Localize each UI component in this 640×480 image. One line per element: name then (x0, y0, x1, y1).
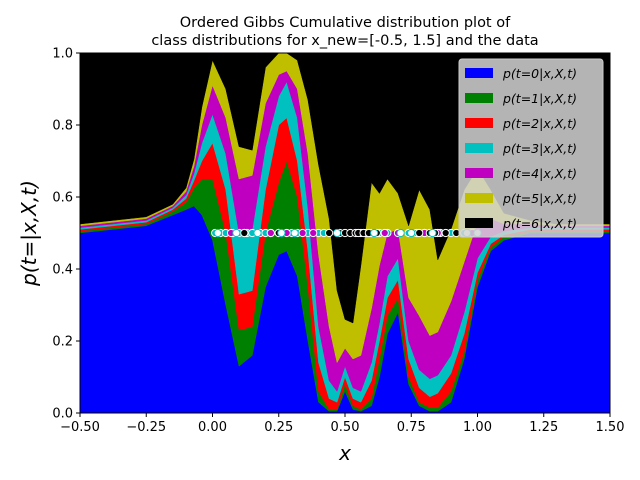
data-point (441, 228, 450, 238)
data-point (380, 228, 389, 238)
legend-swatch-1 (465, 93, 493, 103)
x-tick-label: 1.50 (596, 420, 625, 435)
y-tick-label: 1.0 (52, 47, 73, 62)
data-point (370, 228, 379, 238)
x-tick-label: 0.00 (198, 420, 227, 435)
data-point (290, 228, 299, 238)
data-point (325, 228, 334, 238)
data-points (211, 228, 482, 238)
legend-swatch-3 (465, 143, 493, 153)
legend-box (458, 58, 604, 238)
data-point (298, 228, 307, 238)
data-point (253, 228, 262, 238)
x-tick-label: 1.00 (463, 420, 492, 435)
data-point (415, 228, 424, 238)
x-axis: −0.50 −0.25 0.00 0.25 0.50 0.75 1.00 1.25 1.50 (60, 413, 624, 435)
y-tick-label: 0.8 (52, 119, 73, 134)
y-axis-label: p(t=|x,X,t) (17, 180, 41, 287)
x-tick-label: −0.50 (60, 420, 100, 435)
legend: p(t=0|x,X,t) p(t=1|x,X,t) p(t=2|x,X,t) p(t=… (458, 58, 604, 238)
chart-title-line: Ordered Gibbs Cumulative distribution pl… (180, 15, 511, 31)
x-tick-label: 0.25 (264, 420, 293, 435)
data-point (407, 228, 416, 238)
y-tick-label: 0.4 (52, 263, 73, 278)
y-axis: 0.0 0.2 0.4 0.6 0.8 1.0 (52, 47, 80, 422)
legend-swatch-0 (465, 68, 493, 78)
legend-label-3: p(t=3|x,X,t) (502, 141, 577, 156)
x-axis-label: x (338, 441, 351, 465)
data-point (332, 228, 342, 238)
legend-label-5: p(t=5|x,X,t) (502, 191, 577, 206)
data-point (428, 228, 437, 238)
data-point (309, 228, 318, 238)
legend-swatch-2 (465, 118, 493, 128)
y-tick-label: 0.2 (52, 335, 73, 350)
data-point (277, 228, 286, 238)
legend-label-4: p(t=4|x,X,t) (502, 166, 577, 181)
x-tick-label: −0.25 (126, 420, 166, 435)
legend-label-0: p(t=0|x,X,t) (502, 66, 577, 81)
chart-title-line: class distributions for x_new=[-0.5, 1.5… (151, 33, 538, 49)
x-tick-label: 1.25 (529, 420, 558, 435)
y-tick-label: 0.6 (52, 191, 73, 206)
legend-swatch-6 (465, 218, 493, 228)
data-point (232, 228, 241, 238)
legend-swatch-4 (465, 168, 493, 178)
data-point (213, 228, 222, 238)
data-point (266, 228, 275, 238)
y-tick-label: 0.0 (52, 407, 73, 422)
data-point (240, 228, 249, 238)
legend-label-1: p(t=1|x,X,t) (502, 91, 577, 106)
x-tick-label: 0.50 (331, 420, 360, 435)
legend-label-2: p(t=2|x,X,t) (502, 116, 577, 131)
legend-swatch-5 (465, 193, 493, 203)
legend-label-6: p(t=6|x,X,t) (502, 216, 577, 231)
chart-title: Ordered Gibbs Cumulative distribution pl… (151, 15, 538, 49)
data-point (396, 228, 405, 238)
x-tick-label: 0.75 (397, 420, 426, 435)
